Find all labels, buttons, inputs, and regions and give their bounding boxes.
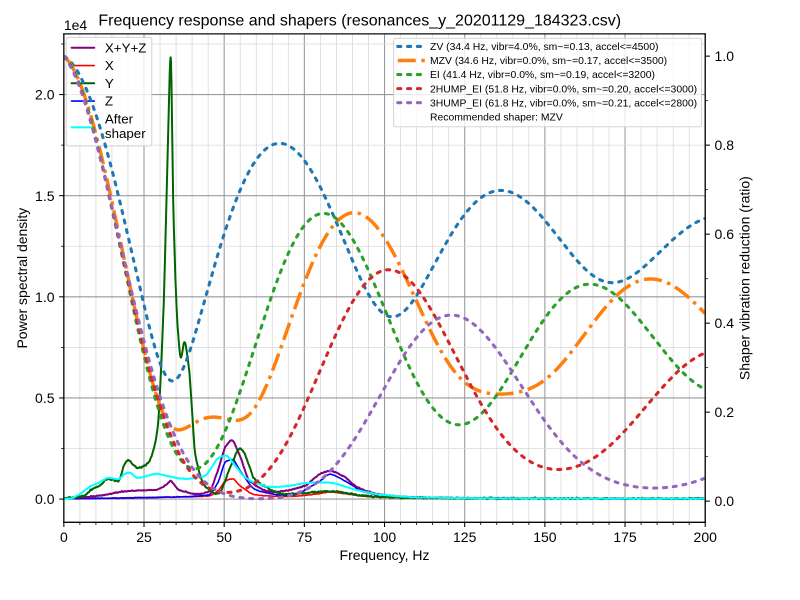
svg-text:0.6: 0.6 xyxy=(715,226,735,242)
svg-text:2HUMP_EI (51.8 Hz, vibr=0.0%,: 2HUMP_EI (51.8 Hz, vibr=0.0%, sm~=0.20, … xyxy=(430,84,697,95)
svg-text:0: 0 xyxy=(60,529,68,545)
svg-text:EI (41.4 Hz, vibr=0.0%, sm~=0.: EI (41.4 Hz, vibr=0.0%, sm~=0.19, accel<… xyxy=(430,70,655,81)
svg-text:0.8: 0.8 xyxy=(715,137,735,153)
svg-text:Z: Z xyxy=(105,94,113,109)
svg-text:Frequency response and shapers: Frequency response and shapers (resonanc… xyxy=(98,13,621,30)
svg-text:25: 25 xyxy=(136,529,152,545)
svg-text:0.2: 0.2 xyxy=(715,404,735,420)
svg-text:X+Y+Z: X+Y+Z xyxy=(105,40,147,55)
svg-text:100: 100 xyxy=(373,529,397,545)
svg-text:Frequency, Hz: Frequency, Hz xyxy=(340,547,430,563)
svg-text:3HUMP_EI (61.8 Hz, vibr=0.0%,: 3HUMP_EI (61.8 Hz, vibr=0.0%, sm~=0.21, … xyxy=(430,98,697,109)
svg-text:X: X xyxy=(105,58,114,73)
svg-text:Shaper vibration reduction (ra: Shaper vibration reduction (ratio) xyxy=(736,176,752,380)
svg-text:1.0: 1.0 xyxy=(35,289,55,305)
svg-text:1e4: 1e4 xyxy=(64,17,88,33)
svg-text:1.0: 1.0 xyxy=(715,48,735,64)
svg-text:0.5: 0.5 xyxy=(35,390,55,406)
svg-text:200: 200 xyxy=(694,529,718,545)
svg-text:2.0: 2.0 xyxy=(35,87,55,103)
svg-text:shaper: shaper xyxy=(105,126,146,141)
svg-text:0.0: 0.0 xyxy=(715,493,735,509)
svg-text:50: 50 xyxy=(216,529,232,545)
svg-text:ZV (34.4 Hz, vibr=4.0%, sm~=0.: ZV (34.4 Hz, vibr=4.0%, sm~=0.13, accel<… xyxy=(430,42,658,53)
svg-text:Recommended shaper: MZV: Recommended shaper: MZV xyxy=(430,112,563,123)
svg-text:1.5: 1.5 xyxy=(35,188,55,204)
svg-text:Power spectral density: Power spectral density xyxy=(14,208,30,349)
svg-text:0.0: 0.0 xyxy=(35,491,55,507)
svg-text:175: 175 xyxy=(613,529,637,545)
svg-text:0.4: 0.4 xyxy=(715,315,735,331)
svg-text:After: After xyxy=(105,111,134,126)
svg-text:MZV (34.6 Hz, vibr=0.0%, sm~=0: MZV (34.6 Hz, vibr=0.0%, sm~=0.17, accel… xyxy=(430,56,667,67)
svg-text:75: 75 xyxy=(297,529,313,545)
svg-text:Y: Y xyxy=(105,76,114,91)
svg-text:150: 150 xyxy=(533,529,557,545)
svg-text:125: 125 xyxy=(453,529,477,545)
